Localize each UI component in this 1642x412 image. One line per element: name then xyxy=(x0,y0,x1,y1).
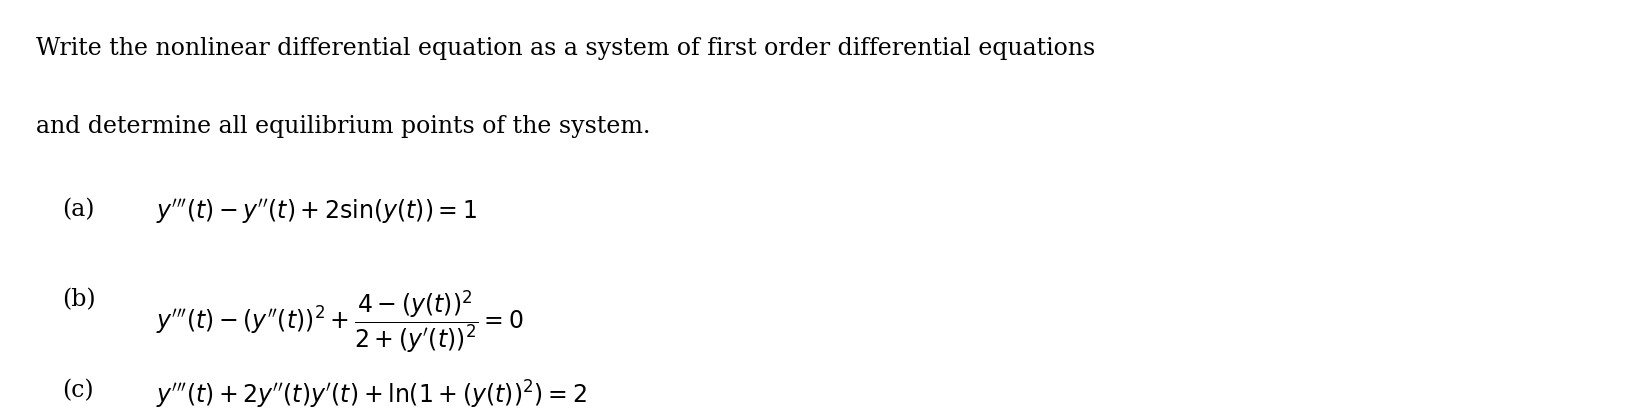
Text: $y'''(t) - y''(t) + 2\sin(y(t)) = 1$: $y'''(t) - y''(t) + 2\sin(y(t)) = 1$ xyxy=(156,198,478,226)
Text: Write the nonlinear differential equation as a system of first order differentia: Write the nonlinear differential equatio… xyxy=(36,37,1095,60)
Text: (c): (c) xyxy=(62,379,94,402)
Text: and determine all equilibrium points of the system.: and determine all equilibrium points of … xyxy=(36,115,650,138)
Text: $y'''(t) + 2y''(t)y'(t) + \ln(1 + (y(t))^2) = 2$: $y'''(t) + 2y''(t)y'(t) + \ln(1 + (y(t))… xyxy=(156,379,586,411)
Text: (a): (a) xyxy=(62,198,95,221)
Text: (b): (b) xyxy=(62,288,95,311)
Text: $y'''(t) - (y''(t))^2 + \dfrac{4 - (y(t))^2}{2 + (y'(t))^2} = 0$: $y'''(t) - (y''(t))^2 + \dfrac{4 - (y(t)… xyxy=(156,288,524,356)
